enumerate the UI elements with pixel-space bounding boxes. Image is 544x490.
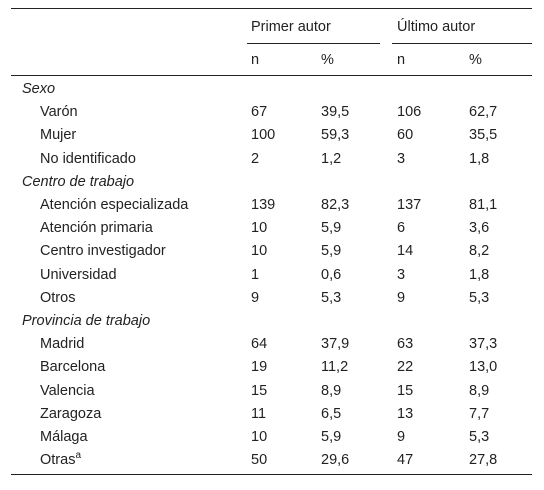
cell: 1,8 <box>469 150 490 167</box>
row-label: Barcelona <box>40 359 106 376</box>
section-title: Centro de trabajo <box>22 173 135 190</box>
row-label: Mujer <box>40 127 77 144</box>
cell: 15 <box>397 382 414 399</box>
cell: 64 <box>251 336 268 353</box>
cell: 7,7 <box>469 405 490 422</box>
row-label: Otros <box>40 289 76 306</box>
cell: 5,9 <box>321 429 342 445</box>
cell: 3 <box>397 150 406 167</box>
row-label: Universidad <box>40 266 117 283</box>
column-header: n <box>251 52 260 68</box>
cell: 29,6 <box>321 452 350 469</box>
cell: 6 <box>397 220 406 237</box>
cell: 22 <box>397 359 414 376</box>
cell: 100 <box>251 127 276 144</box>
row-label: Málaga <box>40 429 88 445</box>
cell: 60 <box>397 127 414 144</box>
cell: 1,8 <box>469 266 490 283</box>
column-header: % <box>321 52 334 68</box>
cell: 10 <box>251 243 268 260</box>
section-title: Sexo <box>22 81 56 97</box>
cell: 5,3 <box>469 289 490 306</box>
cell: 62,7 <box>469 104 498 121</box>
cell: 35,5 <box>469 127 498 144</box>
cell: 8,9 <box>321 382 342 399</box>
cell: 14 <box>397 243 414 260</box>
bottom-rule <box>11 474 532 475</box>
cell: 5,3 <box>321 289 342 306</box>
top-rule <box>11 8 532 9</box>
cell: 8,2 <box>469 243 490 260</box>
row-label: Centro investigador <box>40 243 166 260</box>
cell: 9 <box>397 289 406 306</box>
cell: 19 <box>251 359 268 376</box>
cell: 3,6 <box>469 220 490 237</box>
cell: 3 <box>397 266 406 283</box>
group-rule <box>247 43 380 44</box>
column-header: n <box>397 52 406 68</box>
cell: 50 <box>251 452 268 469</box>
group-header: Primer autor <box>251 19 331 35</box>
row-label: Atención primaria <box>40 220 153 237</box>
cell: 11 <box>251 405 267 422</box>
cell: 59,3 <box>321 127 350 144</box>
cell: 13,0 <box>469 359 498 376</box>
row-label: Valencia <box>40 382 95 399</box>
cell: 11,2 <box>321 359 349 376</box>
row-label: Atención especializada <box>40 197 189 213</box>
cell: 8,9 <box>469 382 490 399</box>
cell: 47 <box>397 452 414 469</box>
cell: 2 <box>251 150 260 167</box>
cell: 37,3 <box>469 336 498 353</box>
cell: 137 <box>397 197 422 213</box>
group-header: Último autor <box>397 19 476 35</box>
cell: 67 <box>251 104 268 121</box>
cell: 37,9 <box>321 336 350 353</box>
cell: 5,9 <box>321 243 342 260</box>
group-rule <box>392 43 532 44</box>
cell: 1,2 <box>321 150 342 167</box>
footnote-mark: a <box>75 450 82 462</box>
cell: 27,8 <box>469 452 498 469</box>
cell: 10 <box>251 220 268 237</box>
cell: 0,6 <box>321 266 342 283</box>
column-header: % <box>469 52 482 68</box>
row-label: No identificado <box>40 150 136 167</box>
row-label: Madrid <box>40 336 85 353</box>
cell: 5,3 <box>469 429 490 445</box>
row-label: Otrasa <box>40 450 82 469</box>
cell: 39,5 <box>321 104 350 121</box>
cell: 139 <box>251 197 276 213</box>
cell: 63 <box>397 336 414 353</box>
row-label: Varón <box>40 104 78 121</box>
cell: 15 <box>251 382 268 399</box>
cell: 13 <box>397 405 414 422</box>
cell: 106 <box>397 104 422 121</box>
row-label: Zaragoza <box>40 405 102 422</box>
cell: 9 <box>397 429 406 445</box>
cell: 82,3 <box>321 197 350 213</box>
cell: 1 <box>251 266 260 283</box>
cell: 81,1 <box>469 197 498 213</box>
cell: 9 <box>251 289 260 306</box>
cell: 5,9 <box>321 220 342 237</box>
header-rule <box>11 75 532 76</box>
cell: 6,5 <box>321 405 342 422</box>
section-title: Provincia de trabajo <box>22 313 151 329</box>
cell: 10 <box>251 429 268 445</box>
